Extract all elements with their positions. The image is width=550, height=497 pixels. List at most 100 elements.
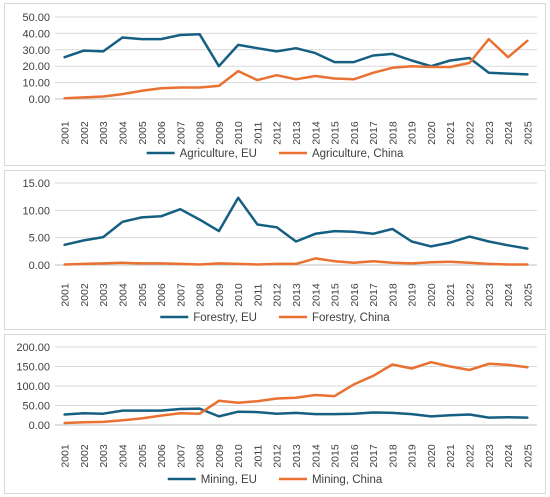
mining-x-tick-label: 2023 [484, 444, 496, 468]
mining-x-tick-label: 2017 [368, 444, 380, 468]
forestry-x-tick-label: 2014 [310, 283, 322, 307]
mining-y-tick-label: 0.00 [29, 420, 50, 432]
agriculture-y-tick-label: 0.00 [29, 94, 50, 106]
mining-legend-label-eu: Mining, EU [201, 474, 257, 486]
mining-x-tick-label: 2006 [156, 444, 168, 468]
agriculture-y-tick-label: 40.00 [22, 28, 50, 40]
agriculture-x-tick-label: 2007 [175, 121, 187, 145]
forestry-x-tick-label: 2010 [233, 283, 245, 307]
mining-x-tick-label: 2005 [137, 444, 149, 468]
agriculture-x-tick-label: 2023 [484, 121, 496, 145]
forestry-legend-label-china: Forestry, China [312, 312, 390, 324]
mining-x-tick-label: 2011 [252, 445, 264, 468]
forestry-x-tick-label: 2009 [214, 283, 226, 307]
forestry-x-tick-label: 2025 [522, 283, 534, 307]
mining-y-tick-label: 50.00 [22, 401, 50, 413]
forestry-x-tick-label: 2021 [445, 283, 457, 307]
forestry-x-tick-label: 2012 [272, 283, 284, 307]
mining-x-tick-label: 2016 [349, 444, 361, 468]
mining-x-tick-label: 2012 [272, 444, 284, 468]
mining-x-tick-label: 2024 [503, 444, 515, 468]
forestry-x-tick-label: 2001 [60, 283, 72, 307]
forestry-y-tick-label: 15.00 [22, 178, 50, 190]
agriculture-y-tick-label: 20.00 [22, 61, 50, 73]
agriculture-x-tick-label: 2020 [426, 121, 438, 145]
mining-x-tick-label: 2003 [98, 444, 110, 468]
mining-x-tick-label: 2018 [387, 444, 399, 468]
forestry-x-tick-label: 2016 [349, 283, 361, 307]
agriculture-x-tick-label: 2005 [137, 121, 149, 145]
forestry-x-tick-label: 2020 [426, 283, 438, 307]
agriculture-x-tick-label: 2025 [522, 121, 534, 145]
mining-x-tick-label: 2009 [214, 444, 226, 468]
forestry-x-tick-label: 2018 [387, 283, 399, 307]
mining-chart: 0.00 50.00 100.00 150.00 200.00 2001 2002 2003 2… [4, 334, 546, 494]
forestry-chart-svg: 0.00 5.00 10.00 15.00 2001 2002 2003 2004 2005 20… [22, 178, 537, 324]
agriculture-y-tick-label: 30.00 [22, 45, 50, 57]
mining-x-tick-label: 2014 [310, 444, 322, 468]
forestry-chart: 0.00 5.00 10.00 15.00 2001 2002 2003 2004 2005 20… [4, 170, 546, 330]
agriculture-y-tick-label: 50.00 [22, 12, 50, 24]
agriculture-x-tick-label: 2002 [79, 121, 91, 145]
mining-x-tick-label: 2022 [465, 444, 477, 468]
mining-y-tick-label: 200.00 [16, 342, 50, 354]
agriculture-x-tick-label: 2011 [252, 122, 264, 145]
mining-y-tick-label: 150.00 [16, 362, 50, 374]
agriculture-x-tick-label: 2021 [445, 121, 457, 145]
mining-y-tick-label: 100.00 [16, 381, 50, 393]
mining-x-tick-label: 2001 [60, 444, 72, 468]
agriculture-y-tick-label: 10.00 [22, 78, 50, 90]
forestry-x-tick-label: 2003 [98, 283, 110, 307]
mining-x-tick-label: 2019 [407, 444, 419, 468]
forestry-x-tick-label: 2022 [465, 283, 477, 307]
agriculture-x-tick-label: 2010 [233, 121, 245, 145]
agriculture-chart: 0.00 10.00 20.00 30.00 40.00 50.00 2001 2002 200… [4, 3, 546, 166]
agriculture-x-tick-label: 2004 [117, 121, 129, 145]
forestry-legend: Forestry, EU Forestry, China [160, 312, 390, 324]
agriculture-x-tick-label: 2012 [272, 121, 284, 145]
forestry-y-tick-label: 5.00 [29, 233, 50, 245]
agriculture-x-tick-label: 2008 [195, 121, 207, 145]
agriculture-series-line-eu [63, 32, 529, 76]
mining-x-tick-label: 2013 [291, 444, 303, 468]
forestry-x-tick-label: 2023 [484, 283, 496, 307]
agriculture-x-tick-label: 2003 [98, 121, 110, 145]
mining-x-tick-label: 2015 [330, 444, 342, 468]
agriculture-chart-svg: 0.00 10.00 20.00 30.00 40.00 50.00 2001 2002 200… [22, 12, 537, 160]
forestry-x-tick-label: 2013 [291, 283, 303, 307]
forestry-x-tick-label: 2011 [252, 284, 264, 307]
forestry-series-line-china [63, 257, 529, 266]
forestry-x-tick-label: 2008 [195, 283, 207, 307]
agriculture-x-tick-label: 2017 [368, 121, 380, 145]
agriculture-legend-label-eu: Agriculture, EU [180, 148, 257, 160]
forestry-x-tick-label: 2006 [156, 283, 168, 307]
mining-x-tick-label: 2007 [175, 444, 187, 468]
mining-legend-label-china: Mining, China [312, 474, 383, 486]
forestry-y-tick-label: 0.00 [29, 260, 50, 272]
mining-x-tick-label: 2004 [117, 444, 129, 468]
agriculture-series-line-china [63, 37, 529, 100]
agriculture-x-tick-label: 2009 [214, 121, 226, 145]
mining-x-tick-label: 2021 [445, 444, 457, 468]
forestry-x-tick-label: 2004 [117, 283, 129, 307]
mining-x-tick-label: 2025 [522, 444, 534, 468]
mining-x-tick-label: 2002 [79, 444, 91, 468]
forestry-x-tick-label: 2002 [79, 283, 91, 307]
agriculture-x-tick-label: 2001 [60, 121, 72, 145]
agriculture-legend-label-china: Agriculture, China [312, 148, 404, 160]
agriculture-x-tick-label: 2022 [465, 121, 477, 145]
forestry-x-tick-label: 2015 [330, 283, 342, 307]
agriculture-x-tick-label: 2015 [330, 121, 342, 145]
agriculture-legend: Agriculture, EU Agriculture, China [146, 148, 404, 160]
agriculture-x-tick-label: 2013 [291, 121, 303, 145]
forestry-x-tick-label: 2005 [137, 283, 149, 307]
forestry-x-tick-label: 2024 [503, 283, 515, 307]
agriculture-x-tick-label: 2006 [156, 121, 168, 145]
mining-series-line-china [63, 360, 529, 425]
mining-legend: Mining, EU Mining, China [167, 474, 383, 486]
mining-x-tick-label: 2010 [233, 444, 245, 468]
mining-x-tick-label: 2008 [195, 444, 207, 468]
agriculture-x-tick-label: 2019 [407, 121, 419, 145]
mining-chart-svg: 0.00 50.00 100.00 150.00 200.00 2001 2002 2003 2… [16, 342, 537, 486]
forestry-x-tick-label: 2017 [368, 283, 380, 307]
